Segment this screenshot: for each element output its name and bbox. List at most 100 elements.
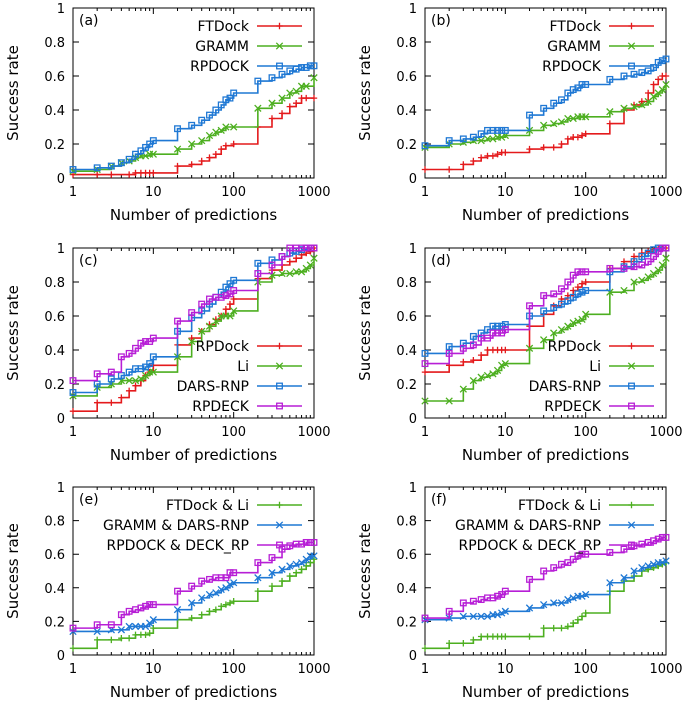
data-point [526,575,533,583]
data-point [142,631,149,639]
data-point [286,67,294,75]
data-point [582,268,590,276]
data-point [278,94,286,102]
legend-marker [628,22,635,30]
legend-marker [275,521,284,529]
legend-label: DARS-RNP [177,379,249,395]
data-point [494,322,501,330]
data-point [494,592,501,600]
series-line [73,77,315,172]
legend-marker [627,362,636,370]
data-point [483,371,492,380]
legend: FTDock GRAMM RPDOCK [190,19,302,75]
data-point [268,74,276,82]
data-point [620,104,628,112]
series-rpdock-deck-rp [69,538,318,632]
data-point [297,268,306,276]
data-point [483,612,492,621]
data-point [188,161,195,168]
data-point [494,126,501,134]
data-point [638,540,646,548]
data-point [558,96,565,104]
x-axis-label: Number of predictions [462,683,630,701]
data-point [526,302,533,310]
legend-label: RPDECK [192,399,250,415]
y-tick-label: 0 [57,412,65,427]
data-point [620,286,628,295]
x-tick-label: 1000 [297,185,330,200]
data-point [173,145,182,153]
y-tick-label: 0.8 [396,36,417,51]
legend-label: FTDock [549,19,601,35]
data-point [149,334,157,342]
data-point [217,101,225,109]
data-point [650,537,658,545]
data-point [188,334,195,342]
data-point [278,269,286,278]
legend-marker [275,42,284,50]
x-tick-label: 10 [145,425,162,440]
data-point [226,312,234,320]
data-point [254,559,262,567]
plot-frame [424,7,667,179]
data-point [302,82,310,90]
data-point [477,351,485,359]
data-point [470,636,477,644]
data-point [226,569,234,577]
data-point [226,300,234,308]
data-point [198,300,206,308]
data-point [125,155,133,163]
data-point [574,317,582,325]
data-point [606,120,614,127]
chart-panel: 1 10 100 1000 0 0.2 0.4 0.6 0.8 1 Number of predic… [4,2,331,224]
legend-label: FTDock & Li [518,498,601,514]
data-point [662,80,670,89]
data-point [150,624,157,632]
data-point [574,290,582,298]
data-point [445,343,453,351]
data-point [310,244,318,252]
data-point [662,72,670,80]
data-point [69,389,77,396]
data-point [149,137,157,145]
data-point [630,278,638,286]
data-point [469,332,477,340]
data-point [558,285,565,293]
chart-panel: 1 10 100 1000 0 0.2 0.4 0.6 0.8 1 Number of predic… [4,481,331,701]
data-point [286,572,294,580]
data-point [578,132,586,139]
data-point [188,140,196,148]
data-point [654,58,662,66]
data-point [606,549,614,556]
series-rpdock [421,55,670,150]
data-point [557,325,566,334]
y-tick-label: 0.8 [44,276,65,291]
data-point [550,304,558,311]
data-point [658,57,666,65]
data-point [445,137,453,145]
data-point [493,611,502,619]
data-point [526,633,533,640]
data-point [498,126,506,134]
data-point [655,76,662,83]
legend-marker [275,362,284,370]
data-point [469,597,477,605]
data-point [188,337,196,346]
data-point [125,376,133,385]
x-tick-label: 1000 [649,425,682,440]
series-rpdeck [69,244,318,385]
data-point [218,603,225,610]
data-point [125,368,133,376]
data-point [93,370,101,378]
x-tick-label: 1000 [297,425,330,440]
series-line [73,555,314,633]
data-point [489,135,497,143]
data-point [142,338,149,345]
data-point [662,557,670,565]
y-tick-label: 0.4 [44,104,65,119]
data-point [149,368,157,376]
data-point [569,594,577,602]
x-tick-label: 1 [421,185,429,200]
data-point [469,133,477,141]
data-point [118,394,125,401]
